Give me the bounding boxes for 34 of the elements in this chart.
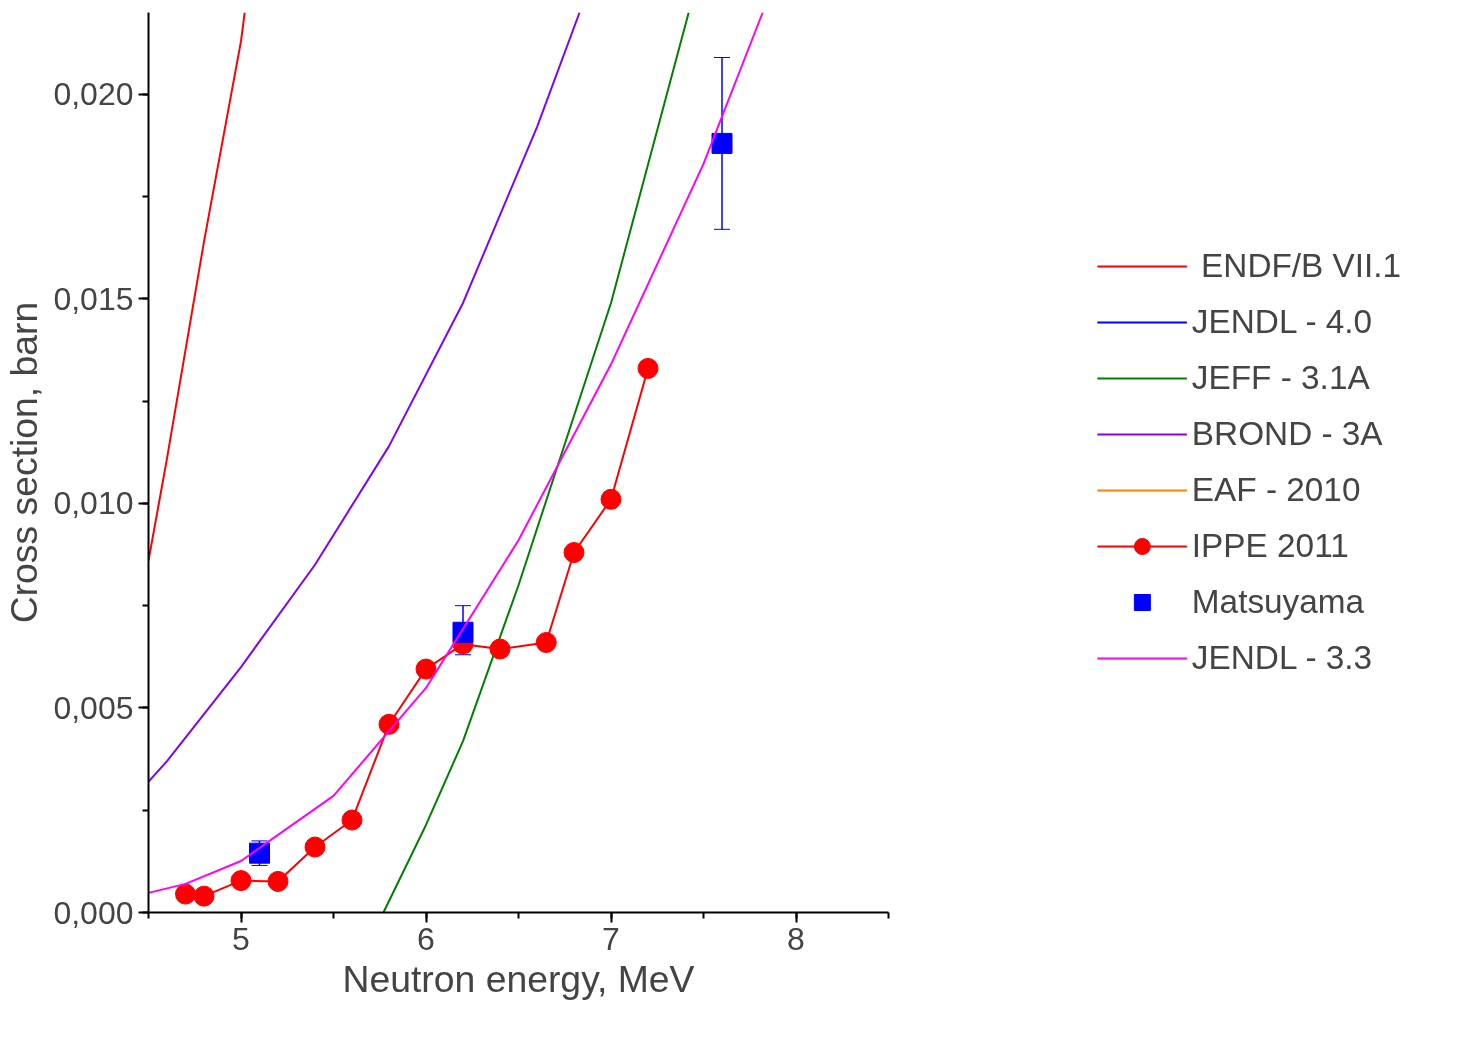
legend-label: JEFF - 3.1A (1191, 359, 1370, 397)
point (535, 632, 557, 653)
line-series (382, 12, 690, 913)
point (267, 870, 289, 892)
legend-label: BROND - 3A (1191, 415, 1383, 453)
point (711, 132, 733, 154)
y-tick-label: 0,015 (53, 280, 134, 317)
legend-label: EAF - 2010 (1191, 471, 1361, 509)
point (637, 357, 659, 379)
legend-label: IPPE 2011 (1191, 527, 1349, 565)
line-series (148, 12, 581, 783)
x-axis-title: Neutron energy, MeV (342, 957, 695, 1000)
legend-label: ENDF/B VII.1 (1200, 247, 1402, 285)
x-tick-label: 6 (417, 920, 435, 957)
legend-label: JENDL - 4.0 (1191, 303, 1373, 341)
y-tick-label: 0,000 (53, 894, 134, 931)
point (600, 488, 622, 510)
point (563, 542, 585, 563)
point (489, 638, 511, 660)
legend-label: Matsuyama (1191, 583, 1365, 621)
point (341, 809, 363, 831)
point (193, 885, 215, 907)
y-tick-label: 0,010 (53, 485, 134, 522)
y-tick-label: 0,005 (53, 689, 134, 726)
x-tick-label: 5 (232, 920, 250, 957)
legend-label: JENDL - 3.3 (1191, 639, 1373, 677)
point (415, 658, 437, 680)
y-tick-label: 0,020 (53, 76, 134, 113)
y-axis-title: Cross section, barn (3, 301, 46, 624)
point (230, 870, 252, 892)
point (175, 883, 196, 905)
point (304, 836, 326, 858)
x-tick-label: 8 (787, 920, 805, 957)
x-tick-label: 7 (602, 920, 620, 957)
